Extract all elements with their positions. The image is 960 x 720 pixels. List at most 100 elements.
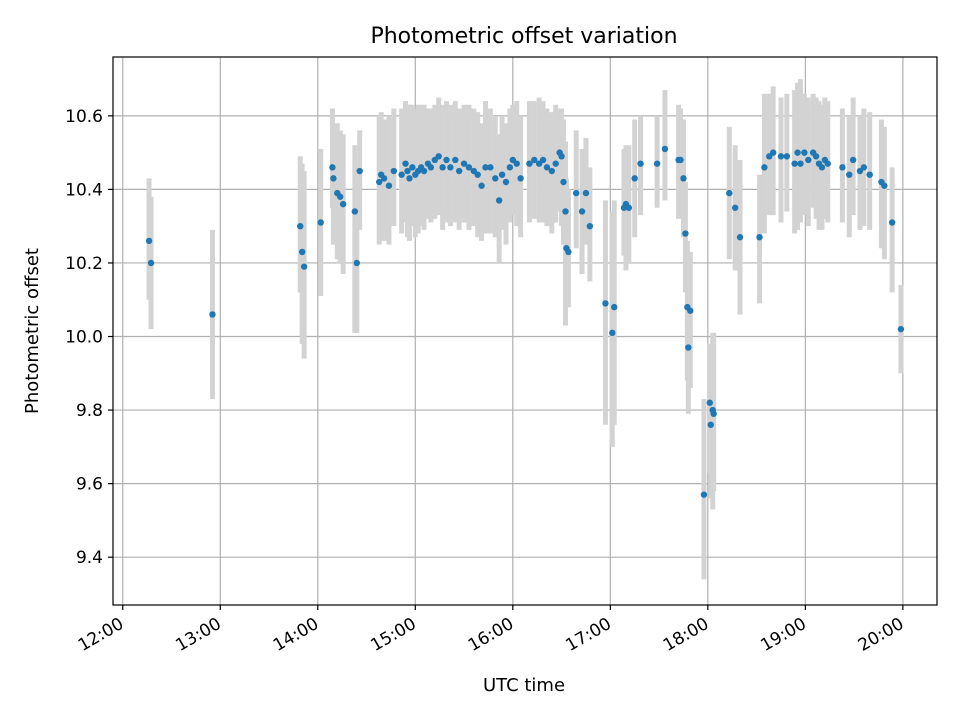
data-point <box>539 156 547 164</box>
data-point <box>888 219 896 226</box>
data-point <box>797 160 804 167</box>
data-point <box>404 167 411 175</box>
data-point <box>513 160 520 167</box>
data-point <box>818 164 826 171</box>
data-point <box>297 222 304 230</box>
data-point <box>455 167 463 175</box>
data-point <box>637 160 644 167</box>
data-point <box>756 234 763 241</box>
data-point <box>300 263 308 270</box>
data-point <box>531 156 538 164</box>
data-point <box>337 193 344 200</box>
data-point <box>839 164 846 171</box>
data-point <box>390 167 398 175</box>
data-point <box>609 329 616 337</box>
y-tick-label: 10.0 <box>65 328 103 348</box>
data-point <box>209 311 216 318</box>
error-bars <box>146 79 904 580</box>
data-point <box>543 164 551 171</box>
data-point <box>487 164 494 171</box>
data-point <box>498 171 506 178</box>
data-point <box>731 204 739 211</box>
data-point <box>409 164 416 171</box>
data-point <box>420 167 428 175</box>
y-tick-label: 10.6 <box>65 107 103 127</box>
data-point <box>682 230 689 237</box>
data-point <box>427 164 435 171</box>
data-point <box>631 175 638 182</box>
data-point <box>710 410 717 417</box>
data-point <box>376 178 383 186</box>
data-point <box>860 164 868 171</box>
data-point <box>565 248 572 256</box>
data-point <box>460 160 468 167</box>
y-tick-label: 9.6 <box>76 475 103 495</box>
data-point <box>812 153 820 160</box>
data-point <box>769 149 777 156</box>
data-point <box>482 164 489 171</box>
data-point <box>147 259 155 267</box>
data-point <box>474 171 481 178</box>
data-point <box>706 399 713 406</box>
y-axis-ticks: 9.4 9.6 9.8 10.0 10.2 10.4 10.6 <box>65 107 113 568</box>
data-point <box>707 421 714 428</box>
data-point <box>586 222 594 230</box>
data-point <box>517 175 524 182</box>
data-point <box>661 145 669 153</box>
data-point <box>385 182 393 189</box>
data-point <box>794 149 801 156</box>
data-point <box>761 164 768 171</box>
data-point <box>435 153 442 160</box>
data-point <box>805 156 812 164</box>
data-point <box>330 175 337 182</box>
data-point <box>492 175 499 182</box>
data-point <box>625 204 633 211</box>
y-tick-label: 10.4 <box>65 180 103 200</box>
data-point <box>777 153 785 160</box>
data-point <box>560 178 567 186</box>
y-axis-label: Photometric offset <box>22 248 43 414</box>
data-point <box>687 307 694 314</box>
chart-title: Photometric offset variation <box>370 24 677 49</box>
data-point <box>548 167 556 175</box>
data-point <box>552 160 559 167</box>
data-point <box>801 149 808 156</box>
y-tick-label: 9.8 <box>76 401 103 421</box>
data-point <box>380 175 388 182</box>
data-point <box>329 164 336 171</box>
data-points <box>145 145 905 498</box>
data-point <box>582 189 590 197</box>
data-point <box>677 156 684 164</box>
data-point <box>736 234 744 241</box>
data-point <box>506 164 514 171</box>
data-point <box>356 167 363 175</box>
x-axis-label: UTC time <box>483 675 565 696</box>
data-point <box>495 197 503 204</box>
data-point <box>465 164 473 171</box>
data-point <box>439 164 446 171</box>
data-point <box>846 171 853 178</box>
data-point <box>502 178 510 186</box>
data-point <box>402 160 409 167</box>
data-point <box>353 259 360 267</box>
data-point <box>791 160 798 167</box>
axes-frame <box>112 56 938 606</box>
data-point <box>145 237 153 245</box>
data-point <box>443 156 450 164</box>
data-point <box>611 303 618 311</box>
data-point <box>653 160 661 167</box>
data-point <box>558 153 565 160</box>
data-point <box>478 182 485 189</box>
data-point <box>447 164 454 171</box>
data-point <box>700 491 708 498</box>
data-point <box>398 171 405 178</box>
data-point <box>680 175 687 182</box>
data-point <box>351 208 359 215</box>
data-point <box>406 175 413 182</box>
data-point <box>881 182 888 189</box>
data-point <box>849 156 857 164</box>
data-point <box>602 300 609 307</box>
data-point <box>317 219 324 226</box>
data-point <box>897 325 905 333</box>
